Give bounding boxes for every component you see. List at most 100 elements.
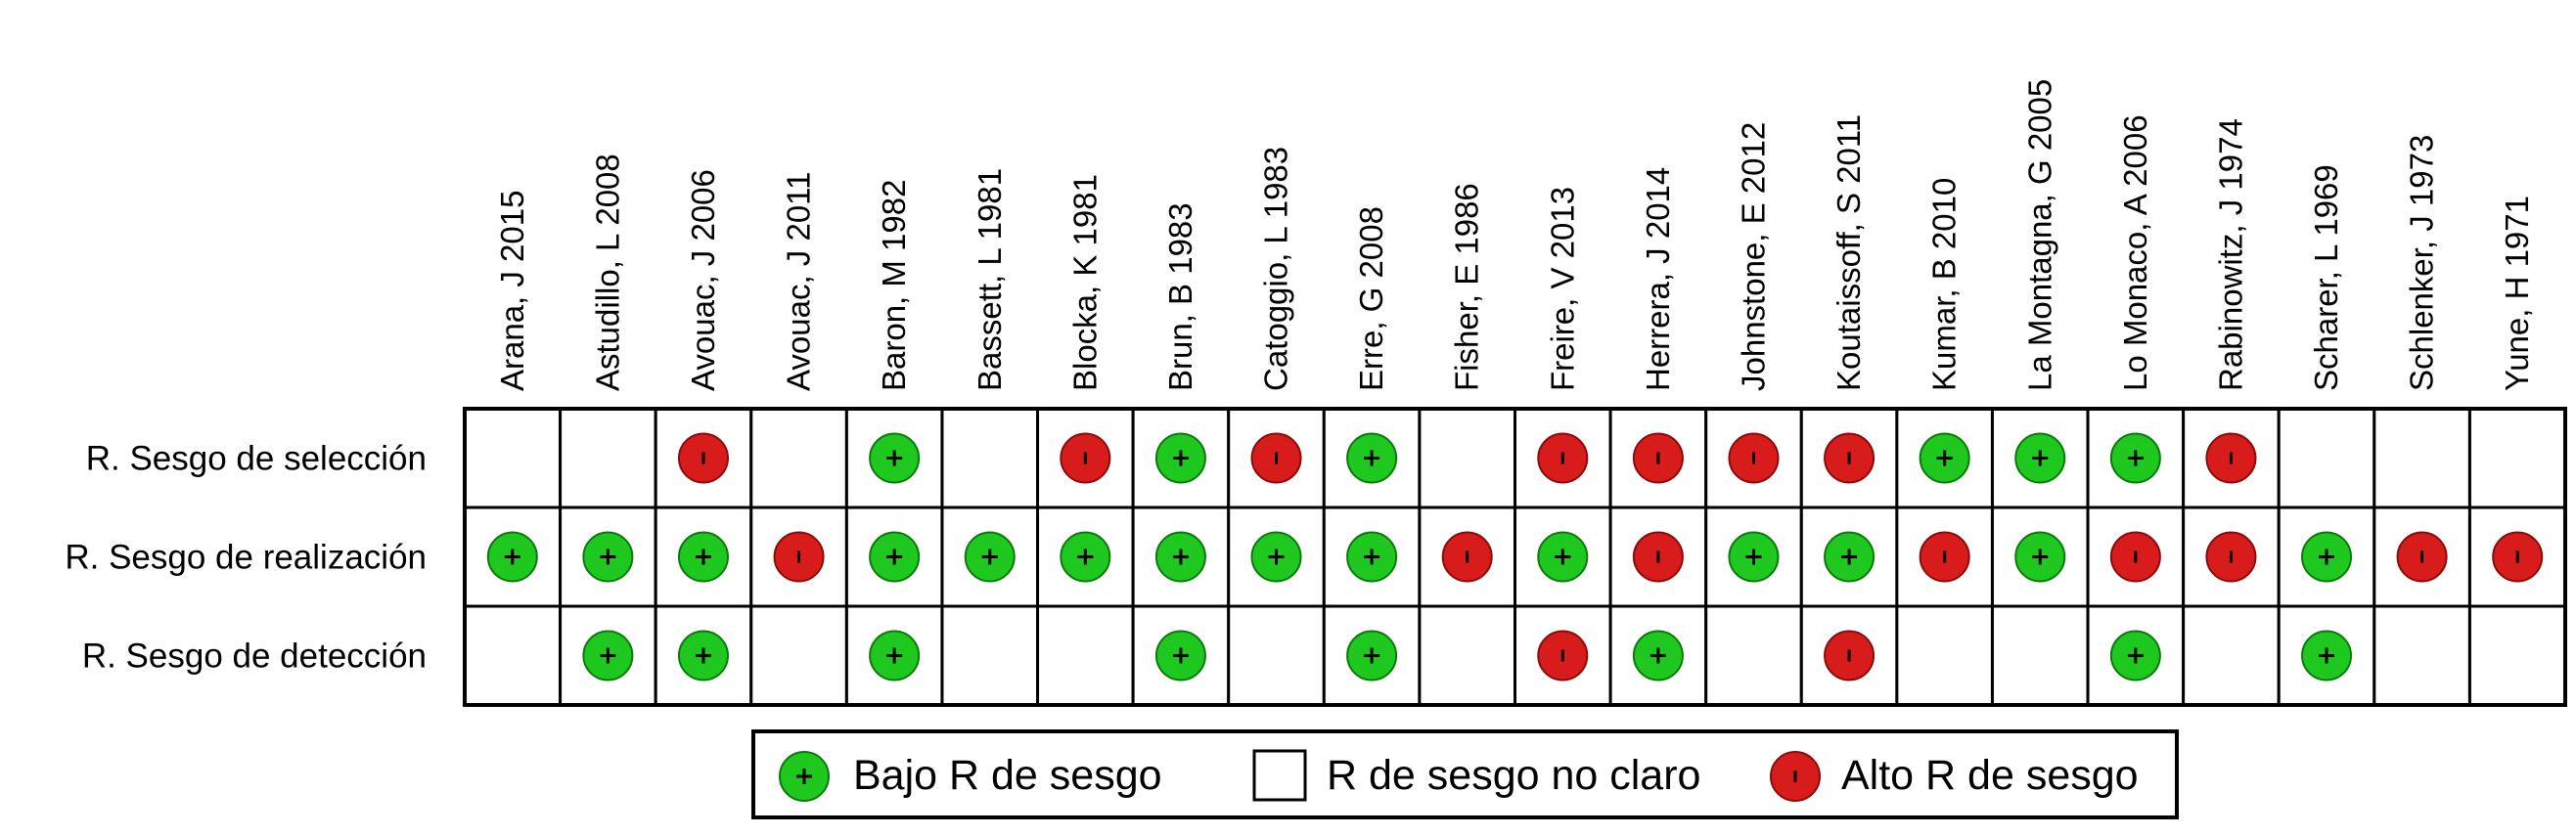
legend-item-low: Bajo R de sesgo [779,751,1162,802]
grid-cell [1036,604,1135,707]
grid-cell [1227,604,1326,707]
low-risk-mark [1154,630,1206,682]
study-label: Astudillo, L 2008 [589,154,625,391]
study-label: Scharer, L 1969 [2308,164,2344,391]
high-risk-mark [1537,630,1589,682]
study-label: Catoggio, L 1983 [1258,147,1294,391]
grid-frame [463,407,2567,707]
grid-cell [463,407,563,509]
low-risk-mark [1154,432,1206,484]
low-risk-mark [869,531,921,583]
low-risk-mark [582,630,634,682]
low-risk-mark [2301,630,2353,682]
grid-cell [2467,407,2567,509]
legend-frame [751,729,2179,819]
high-risk-mark [2492,531,2544,583]
study-label: Fisher, E 1986 [1449,183,1485,391]
low-risk-mark [2014,432,2066,484]
domain-label: R. Sesgo de realización [65,539,427,577]
grid-cell [2467,604,2567,707]
study-label: Freire, V 2013 [1544,187,1580,391]
grid-cell [749,604,848,707]
low-risk-mark [869,630,921,682]
high-risk-mark [2396,531,2448,583]
domain-label: R. Sesgo de selección [86,440,427,478]
study-label: Johnstone, E 2012 [1735,122,1771,391]
legend-low-symbol [779,751,830,802]
study-label: Bassett, L 1981 [972,168,1008,391]
high-risk-mark [1632,531,1684,583]
grid-cell [2277,407,2376,509]
legend-unclear-label: R de sesgo no claro [1327,752,1700,799]
study-label: Schlenker, J 1973 [2404,135,2440,391]
study-label: Rabinowitz, J 1974 [2212,118,2248,391]
low-risk-mark [1154,531,1206,583]
study-label: Kumar, B 2010 [1926,178,1963,391]
high-risk-mark [1824,432,1876,484]
study-label: Baron, M 1982 [876,180,912,391]
high-risk-mark [1537,432,1589,484]
study-label: Koutaissoff, S 2011 [1830,114,1867,391]
high-risk-mark [2205,432,2257,484]
grid-cell [1418,407,1516,509]
high-risk-mark [1632,432,1684,484]
study-label: Lo Monaco, A 2006 [2117,114,2153,391]
low-risk-mark [677,630,729,682]
low-risk-mark [2109,432,2161,484]
legend-low-mark [779,751,830,802]
high-risk-mark [1250,432,1302,484]
high-risk-mark [1441,531,1493,583]
grid-cell [1895,604,1994,707]
high-risk-mark [1060,432,1111,484]
domain-labels: R. Sesgo de selección R. Sesgo de realiza… [65,440,427,676]
low-risk-mark [2109,630,2161,682]
low-risk-mark [1346,432,1398,484]
high-risk-mark [1728,432,1780,484]
grid-cell [2182,604,2281,707]
low-risk-mark [677,531,729,583]
study-label: Erre, G 2008 [1353,206,1389,391]
judgement-grid [463,407,2567,707]
grid-cell [654,604,753,707]
study-labels: Arana, J 2015 Astudillo, L 2008 Avouac, J … [494,79,2535,391]
grid-cell [1418,604,1516,707]
grid-cell [2373,604,2471,707]
high-risk-mark [2205,531,2257,583]
legend-unclear-symbol [1252,749,1307,802]
low-risk-mark [1728,531,1780,583]
grid-cell [940,407,1040,509]
low-risk-mark [1060,531,1111,583]
study-label: Blocka, K 1981 [1066,174,1103,391]
legend: Bajo R de sesgo R de sesgo no claro Alto… [751,729,2179,819]
study-label: Avouac, J 2006 [685,169,721,391]
legend-item-unclear: R de sesgo no claro [1252,749,1700,802]
legend-high-mark [1770,751,1821,802]
grid-cell [2373,407,2471,509]
legend-high-symbol [1770,751,1821,802]
study-label: Avouac, J 2011 [781,172,817,391]
low-risk-mark [1824,531,1876,583]
low-risk-mark [1346,630,1398,682]
domain-label: R. Sesgo de detección [82,638,427,676]
study-label: Arana, J 2015 [494,191,530,391]
grid-cell [1990,604,2090,707]
study-label: Brun, B 1983 [1162,202,1198,391]
low-risk-mark [2014,531,2066,583]
legend-low-label: Bajo R de sesgo [853,752,1162,799]
low-risk-mark [1346,531,1398,583]
grid-cell [1704,604,1803,707]
low-risk-mark [1632,630,1684,682]
study-label: Herrera, J 2014 [1640,167,1676,391]
legend-item-high: Alto R de sesgo [1770,751,2139,802]
grid-cell [940,604,1040,707]
high-risk-mark [677,432,729,484]
legend-high-label: Alto R de sesgo [1841,752,2139,799]
study-label: La Montagna, G 2005 [2021,79,2057,391]
low-risk-mark [1537,531,1589,583]
high-risk-mark [1824,630,1876,682]
grid-cell [1227,506,1326,608]
low-risk-mark [1250,531,1302,583]
grid-cell [654,506,753,608]
grid-cell [559,407,657,509]
